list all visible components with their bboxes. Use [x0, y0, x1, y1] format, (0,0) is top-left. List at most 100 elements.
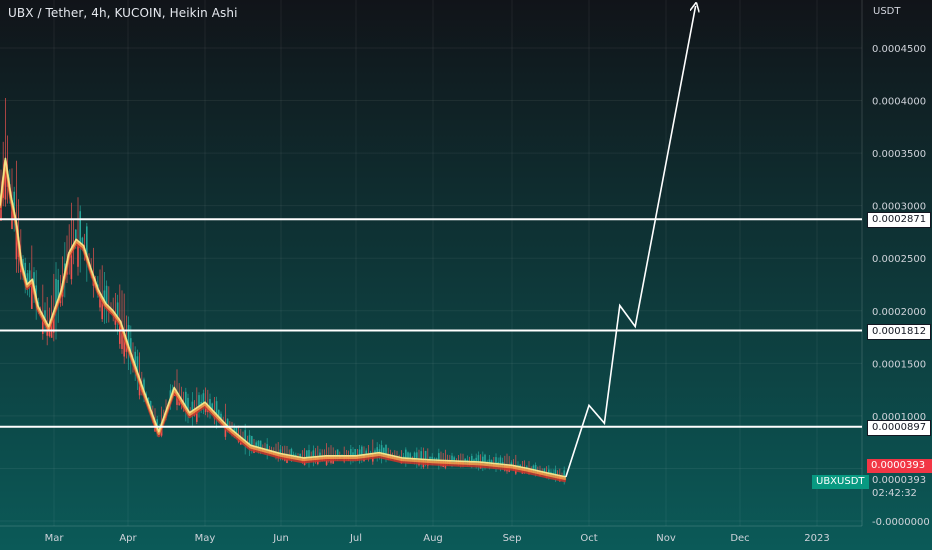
candle-body [28, 270, 31, 282]
symbol-badge[interactable]: UBXUSDT [812, 475, 869, 489]
candle-body [429, 456, 431, 460]
last-price-badge: 0.0000393 [867, 459, 932, 473]
candle-body [501, 462, 504, 465]
candle-body [519, 464, 521, 467]
candle-body [134, 351, 136, 366]
x-tick-label: Jun [272, 533, 289, 544]
candle-body [380, 445, 383, 454]
candle-body [248, 435, 251, 445]
candle-body [477, 455, 480, 463]
candle-body [50, 317, 53, 338]
symbol-price-label: 0.0000393 [872, 475, 927, 486]
candle-body [407, 452, 409, 459]
x-tick-label: Sep [503, 533, 522, 544]
candle-body [279, 449, 282, 454]
candle-body [235, 427, 238, 434]
candle-body [464, 458, 466, 462]
candle-body [266, 444, 268, 450]
candle-body [15, 222, 18, 260]
level-price-badge: 0.0001812 [867, 323, 932, 340]
candle-body [383, 447, 385, 454]
candle-body [70, 248, 73, 280]
candle-body [251, 435, 253, 446]
candle-body [116, 302, 119, 318]
candle-body [409, 453, 411, 459]
candle-body [358, 449, 361, 456]
candle-body [198, 395, 200, 407]
candle-body [420, 451, 422, 460]
candle-body [64, 263, 66, 273]
y-tick-label: 0.0004500 [872, 44, 926, 55]
candle-body [136, 356, 139, 373]
candle-body [259, 440, 262, 449]
candle-body [53, 311, 55, 333]
candle-body [453, 457, 455, 461]
y-tick-label: 0.0001000 [872, 412, 926, 423]
candle-body [416, 452, 418, 459]
candle-body [31, 279, 33, 309]
candle-body [147, 397, 150, 404]
candle-body [130, 338, 132, 353]
candle-body [209, 398, 211, 408]
candle-body [378, 449, 381, 453]
ma-fast-line [0, 157, 567, 478]
y-tick-label: -0.0000000 [872, 517, 930, 528]
candle-body [196, 407, 198, 422]
candle-body [169, 390, 172, 399]
candle-body [308, 450, 310, 458]
candle-body [202, 393, 205, 404]
projection-arrow [565, 6, 696, 478]
candle-body [220, 413, 222, 420]
level-price-badge: 0.0000897 [867, 419, 932, 436]
candle-body [211, 403, 213, 410]
candle-body [226, 418, 229, 427]
candle-body [127, 325, 130, 347]
candle-body [306, 450, 308, 458]
candle-body [24, 262, 26, 278]
candle-body [550, 472, 552, 474]
candle-body [431, 456, 433, 460]
x-tick-label: May [195, 533, 216, 544]
candle-body [433, 458, 436, 461]
candle-body [563, 470, 565, 477]
candle-body [77, 240, 79, 267]
candle-body [149, 401, 152, 410]
candle-body [376, 447, 378, 453]
chart-title: UBX / Tether, 4h, KUCOIN, Heikin Ashi [8, 6, 238, 20]
candle-body [121, 325, 123, 349]
candle-body [244, 430, 246, 441]
candle-body [385, 444, 387, 455]
candle-body [475, 457, 477, 462]
candle-body [143, 379, 145, 392]
candle-body [290, 448, 293, 456]
candle-body [156, 419, 158, 428]
candle-body [42, 315, 44, 334]
candle-body [484, 454, 486, 463]
candle-body [336, 449, 339, 456]
candle-body [81, 237, 84, 245]
candle-body [365, 450, 367, 455]
candle-body [103, 290, 106, 301]
candle-body [554, 469, 557, 475]
candle-body [185, 391, 187, 407]
x-tick-label: Apr [119, 533, 137, 544]
candle-body [33, 272, 35, 288]
candle-body [435, 458, 438, 461]
candle-body [79, 211, 81, 243]
candle-body [473, 459, 475, 462]
price-unit-label: USDT [873, 6, 901, 17]
y-tick-label: 0.0003500 [872, 149, 926, 160]
candle-body [510, 462, 513, 466]
candle-body [490, 460, 493, 464]
level-price-badge: 0.0002871 [867, 212, 932, 229]
candle-body [374, 450, 376, 454]
candle-body [499, 457, 502, 465]
candle-body [424, 450, 427, 460]
candle-body [75, 229, 77, 241]
candle-body [312, 450, 315, 458]
candle-body [218, 410, 220, 417]
candle-body [26, 273, 29, 285]
